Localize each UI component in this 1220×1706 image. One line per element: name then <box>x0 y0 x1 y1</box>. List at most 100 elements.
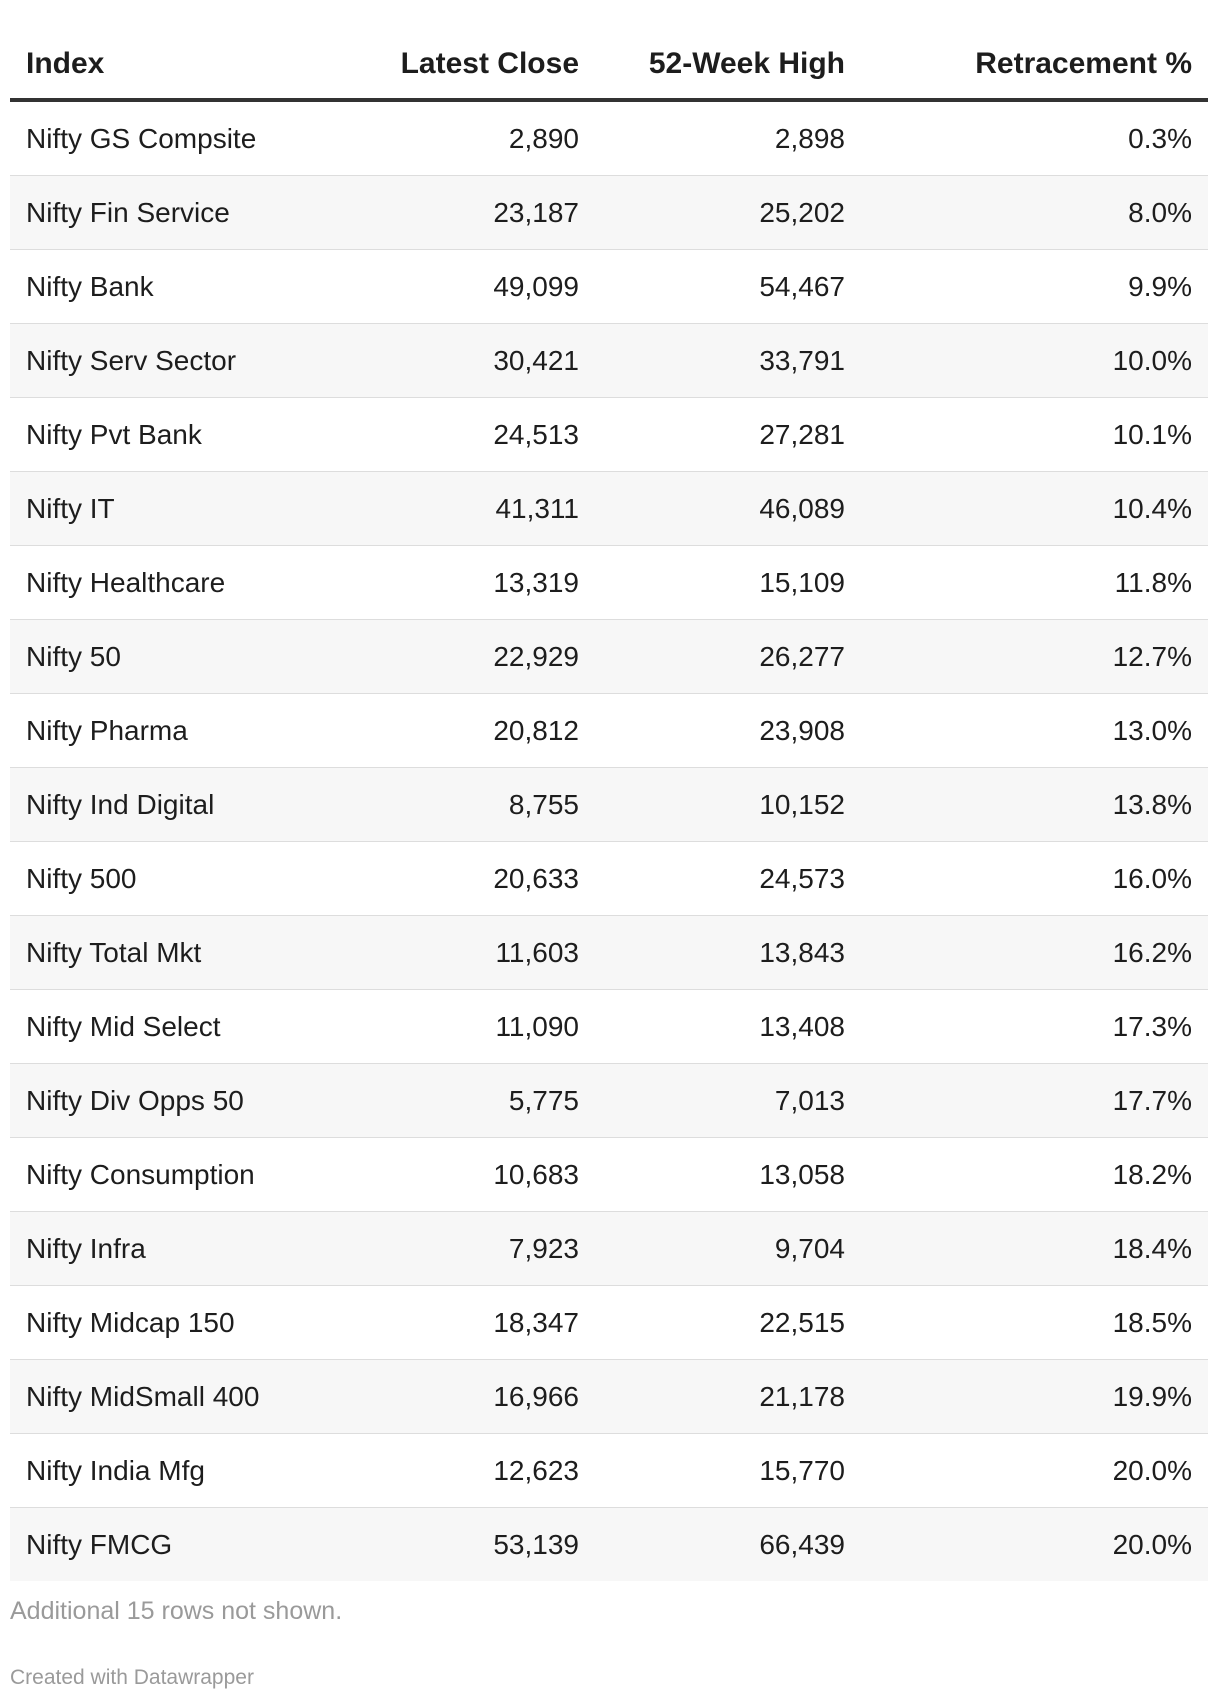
cell-52-week-high: 66,439 <box>595 1507 861 1581</box>
cell-52-week-high: 22,515 <box>595 1285 861 1360</box>
cell-index-name: Nifty Mid Select <box>10 989 348 1064</box>
cell-52-week-high: 46,089 <box>595 471 861 546</box>
cell-latest-close: 41,311 <box>348 471 595 546</box>
cell-index-name: Nifty Total Mkt <box>10 915 348 990</box>
column-header-retracement[interactable]: Retracement % <box>861 30 1208 102</box>
cell-index-name: Nifty Bank <box>10 249 348 324</box>
cell-index-name: Nifty FMCG <box>10 1507 348 1581</box>
table-row: Nifty India Mfg 12,623 15,770 20.0% <box>10 1433 1208 1508</box>
cell-retracement: 16.2% <box>861 915 1208 990</box>
cell-latest-close: 20,633 <box>348 841 595 916</box>
table-header: Index Latest Close 52-Week High Retracem… <box>10 30 1208 102</box>
cell-latest-close: 7,923 <box>348 1211 595 1286</box>
cell-retracement: 0.3% <box>861 100 1208 176</box>
cell-52-week-high: 13,058 <box>595 1137 861 1212</box>
cell-index-name: Nifty Ind Digital <box>10 767 348 842</box>
cell-index-name: Nifty GS Compsite <box>10 100 348 176</box>
cell-52-week-high: 26,277 <box>595 619 861 694</box>
cell-index-name: Nifty India Mfg <box>10 1433 348 1508</box>
cell-index-name: Nifty Fin Service <box>10 175 348 250</box>
table-row: Nifty Pharma 20,812 23,908 13.0% <box>10 693 1208 768</box>
table-row: Nifty Div Opps 50 5,775 7,013 17.7% <box>10 1063 1208 1138</box>
table-row: Nifty IT 41,311 46,089 10.4% <box>10 471 1208 546</box>
cell-52-week-high: 21,178 <box>595 1359 861 1434</box>
attribution-footer: Created with Datawrapper <box>10 1666 254 1689</box>
cell-52-week-high: 24,573 <box>595 841 861 916</box>
cell-latest-close: 24,513 <box>348 397 595 472</box>
table-row: Nifty Total Mkt 11,603 13,843 16.2% <box>10 915 1208 990</box>
cell-latest-close: 13,319 <box>348 545 595 620</box>
table-row: Nifty Midcap 150 18,347 22,515 18.5% <box>10 1285 1208 1360</box>
cell-index-name: Nifty Healthcare <box>10 545 348 620</box>
cell-52-week-high: 13,843 <box>595 915 861 990</box>
cell-retracement: 16.0% <box>861 841 1208 916</box>
cell-latest-close: 11,090 <box>348 989 595 1064</box>
cell-latest-close: 22,929 <box>348 619 595 694</box>
cell-latest-close: 8,755 <box>348 767 595 842</box>
cell-52-week-high: 15,109 <box>595 545 861 620</box>
cell-52-week-high: 15,770 <box>595 1433 861 1508</box>
table-body: Nifty GS Compsite 2,890 2,898 0.3% Nifty Fin… <box>10 100 1208 1581</box>
cell-52-week-high: 25,202 <box>595 175 861 250</box>
cell-latest-close: 12,623 <box>348 1433 595 1508</box>
table-row: Nifty MidSmall 400 16,966 21,178 19.9% <box>10 1359 1208 1434</box>
column-header-52-week-high[interactable]: 52-Week High <box>595 30 861 102</box>
cell-52-week-high: 13,408 <box>595 989 861 1064</box>
cell-retracement: 13.8% <box>861 767 1208 842</box>
cell-latest-close: 30,421 <box>348 323 595 398</box>
cell-latest-close: 49,099 <box>348 249 595 324</box>
cell-latest-close: 5,775 <box>348 1063 595 1138</box>
cell-retracement: 10.4% <box>861 471 1208 546</box>
cell-retracement: 20.0% <box>861 1433 1208 1508</box>
cell-index-name: Nifty Pharma <box>10 693 348 768</box>
cell-52-week-high: 23,908 <box>595 693 861 768</box>
cell-index-name: Nifty Div Opps 50 <box>10 1063 348 1138</box>
cell-index-name: Nifty Pvt Bank <box>10 397 348 472</box>
table-row: Nifty Serv Sector 30,421 33,791 10.0% <box>10 323 1208 398</box>
table-row: Nifty 50 22,929 26,277 12.7% <box>10 619 1208 694</box>
cell-index-name: Nifty Consumption <box>10 1137 348 1212</box>
cell-retracement: 12.7% <box>861 619 1208 694</box>
cell-index-name: Nifty IT <box>10 471 348 546</box>
table-row: Nifty Healthcare 13,319 15,109 11.8% <box>10 545 1208 620</box>
table-notes: Additional 15 rows not shown. <box>10 1597 343 1625</box>
cell-latest-close: 11,603 <box>348 915 595 990</box>
cell-retracement: 13.0% <box>861 693 1208 768</box>
header-row: Index Latest Close 52-Week High Retracem… <box>10 30 1208 102</box>
cell-52-week-high: 27,281 <box>595 397 861 472</box>
cell-latest-close: 16,966 <box>348 1359 595 1434</box>
column-header-index[interactable]: Index <box>10 30 348 102</box>
column-header-latest-close[interactable]: Latest Close <box>348 30 595 102</box>
cell-52-week-high: 33,791 <box>595 323 861 398</box>
cell-latest-close: 20,812 <box>348 693 595 768</box>
cell-index-name: Nifty Infra <box>10 1211 348 1286</box>
cell-52-week-high: 10,152 <box>595 767 861 842</box>
cell-retracement: 18.2% <box>861 1137 1208 1212</box>
cell-retracement: 11.8% <box>861 545 1208 620</box>
cell-52-week-high: 54,467 <box>595 249 861 324</box>
cell-retracement: 8.0% <box>861 175 1208 250</box>
table-row: Nifty FMCG 53,139 66,439 20.0% <box>10 1507 1208 1581</box>
cell-latest-close: 10,683 <box>348 1137 595 1212</box>
table-row: Nifty Ind Digital 8,755 10,152 13.8% <box>10 767 1208 842</box>
table-row: Nifty Mid Select 11,090 13,408 17.3% <box>10 989 1208 1064</box>
table-row: Nifty Pvt Bank 24,513 27,281 10.1% <box>10 397 1208 472</box>
cell-retracement: 18.4% <box>861 1211 1208 1286</box>
cell-index-name: Nifty 500 <box>10 841 348 916</box>
cell-latest-close: 18,347 <box>348 1285 595 1360</box>
cell-retracement: 17.3% <box>861 989 1208 1064</box>
cell-retracement: 18.5% <box>861 1285 1208 1360</box>
cell-index-name: Nifty MidSmall 400 <box>10 1359 348 1434</box>
cell-retracement: 17.7% <box>861 1063 1208 1138</box>
retracement-table: Index Latest Close 52-Week High Retracem… <box>10 30 1208 1581</box>
cell-retracement: 10.0% <box>861 323 1208 398</box>
cell-52-week-high: 9,704 <box>595 1211 861 1286</box>
table-row: Nifty GS Compsite 2,890 2,898 0.3% <box>10 100 1208 176</box>
cell-latest-close: 2,890 <box>348 100 595 176</box>
table-row: Nifty 500 20,633 24,573 16.0% <box>10 841 1208 916</box>
cell-latest-close: 53,139 <box>348 1507 595 1581</box>
cell-latest-close: 23,187 <box>348 175 595 250</box>
table-row: Nifty Infra 7,923 9,704 18.4% <box>10 1211 1208 1286</box>
cell-retracement: 9.9% <box>861 249 1208 324</box>
cell-52-week-high: 2,898 <box>595 100 861 176</box>
